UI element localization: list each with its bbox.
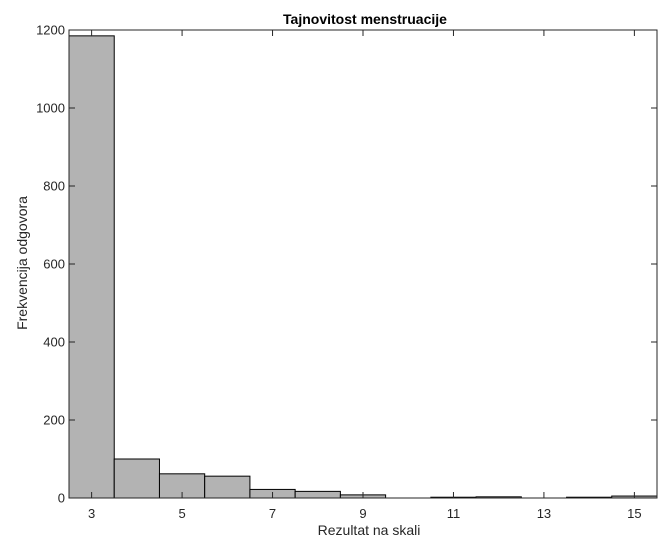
- histogram-bar: [114, 459, 159, 498]
- y-tick-label: 0: [58, 491, 65, 506]
- y-axis: 0 200 400 600 800 1000 1200: [36, 23, 657, 506]
- axes-box: [69, 30, 657, 498]
- histogram-bar: [295, 491, 340, 498]
- plot-area: 0 200 400 600 800 1000 1200 3 5 7 9 11 13 15: [36, 23, 657, 522]
- x-tick-label: 5: [178, 506, 185, 521]
- x-tick-label: 11: [447, 506, 461, 521]
- chart-title: Tajnovitost menstruacije: [283, 11, 447, 27]
- x-tick-label: 3: [88, 506, 95, 521]
- x-tick-label: 9: [359, 506, 366, 521]
- y-tick-label: 600: [43, 257, 65, 272]
- y-tick-label: 400: [43, 335, 65, 350]
- x-tick-label: 15: [627, 506, 641, 521]
- histogram-bar: [69, 36, 114, 498]
- y-tick-label: 200: [43, 413, 65, 428]
- x-axis: 3 5 7 9 11 13 15: [88, 30, 642, 521]
- y-axis-label: Frekvencija odgovora: [14, 196, 30, 330]
- x-tick-label: 7: [269, 506, 276, 521]
- x-tick-label: 13: [537, 506, 551, 521]
- y-tick-label: 800: [43, 179, 65, 194]
- histogram-bar: [205, 476, 250, 498]
- x-axis-label: Rezultat na skali: [318, 522, 421, 538]
- y-tick-label: 1200: [36, 23, 65, 38]
- y-tick-label: 1000: [36, 101, 65, 116]
- bars: [69, 36, 657, 498]
